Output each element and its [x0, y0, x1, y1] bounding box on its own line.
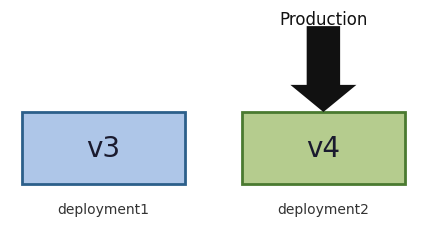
- Text: v4: v4: [306, 135, 341, 162]
- Text: deployment1: deployment1: [57, 202, 150, 216]
- FancyBboxPatch shape: [22, 112, 185, 184]
- Text: Production: Production: [279, 11, 367, 29]
- Text: deployment2: deployment2: [278, 202, 369, 216]
- Text: v3: v3: [86, 135, 121, 162]
- FancyBboxPatch shape: [242, 112, 405, 184]
- Polygon shape: [290, 27, 356, 112]
